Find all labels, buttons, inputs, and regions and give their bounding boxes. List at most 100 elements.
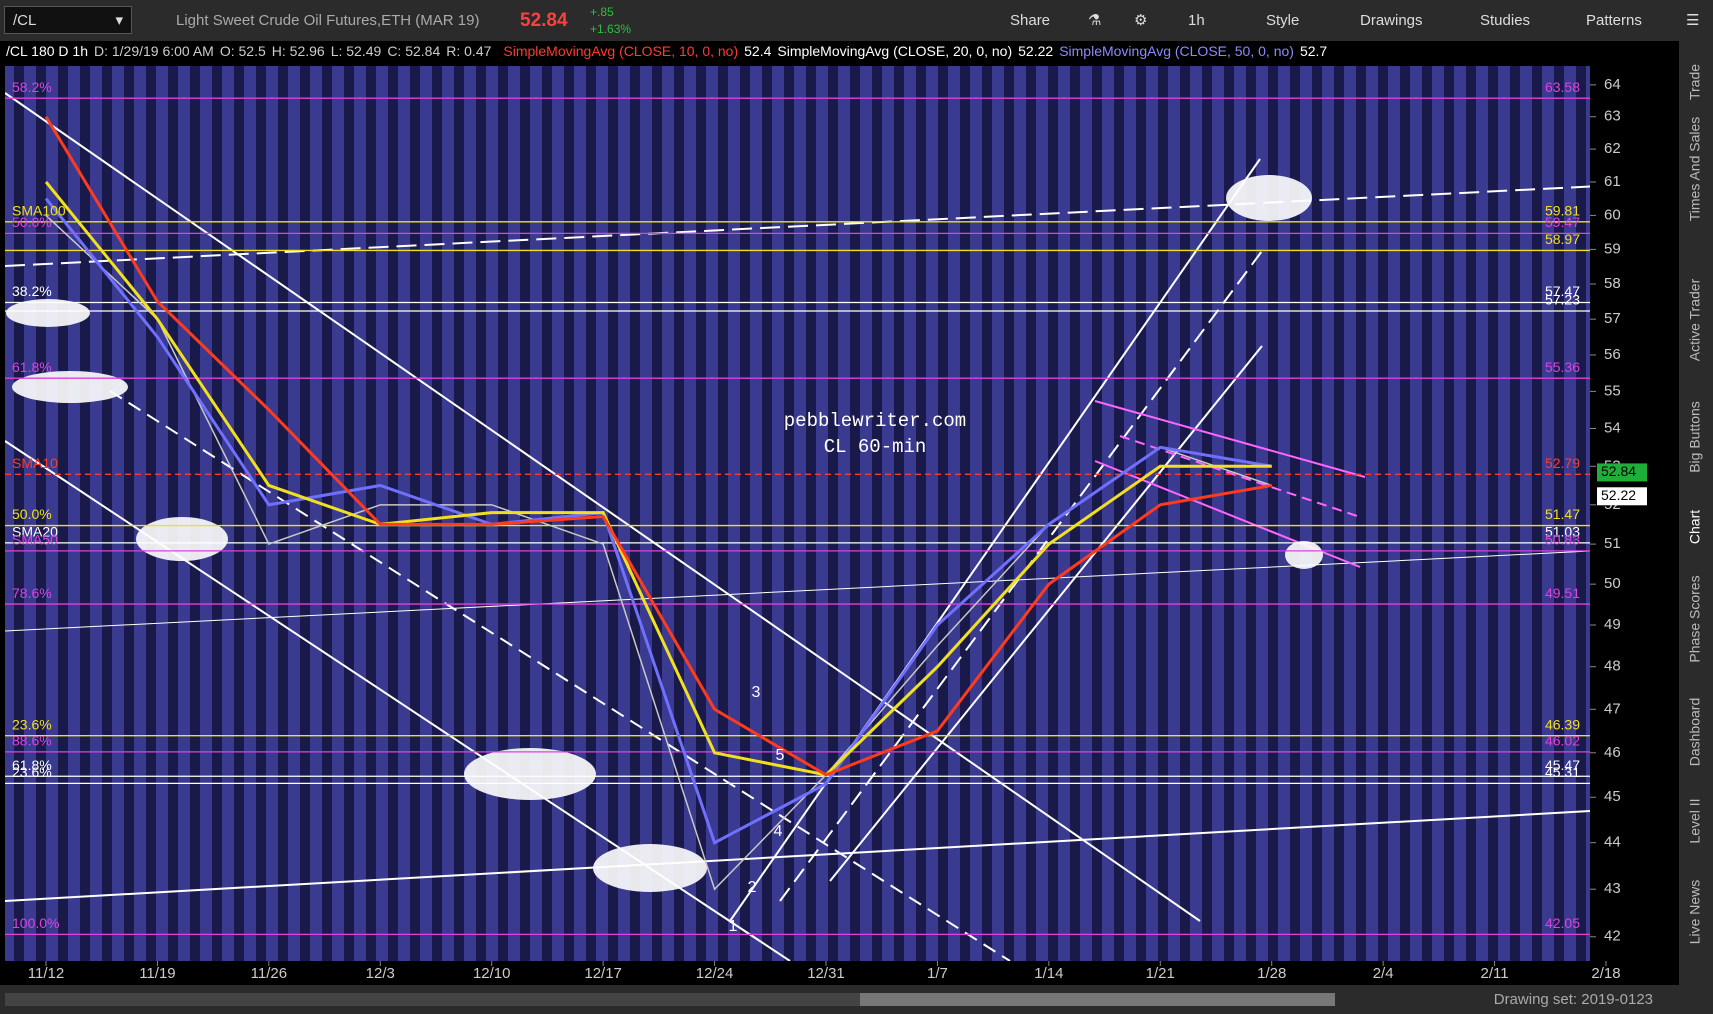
chart: 63.58 58.2% 59.81 SMA100 59.47 50.0% 58.97 57.4… (0, 61, 1713, 1014)
footer: Drawing set: 2019-0123 (0, 985, 1713, 1014)
change-pct: +1.63% (590, 22, 632, 36)
studies-button[interactable]: Studies (1480, 12, 1531, 29)
x-tick-label: 12/17 (584, 965, 622, 982)
y-tick-label: 44 (1604, 834, 1621, 851)
side-tab[interactable]: Chart (1687, 510, 1703, 544)
price-tag (1597, 463, 1647, 482)
x-tick-label: 2/4 (1373, 965, 1394, 982)
x-tick-label: 12/31 (807, 965, 845, 982)
level-value-label: 46.02 (1545, 733, 1580, 749)
side-tab[interactable]: Big Buttons (1687, 401, 1703, 473)
plot-background (5, 66, 1590, 961)
y-tick-label: 64 (1604, 76, 1621, 93)
header-open: O: 52.5 (219, 43, 266, 59)
side-tab[interactable]: Phase Scores (1687, 575, 1703, 662)
level-label: SMA10 (12, 455, 58, 471)
level-value-label: 63.58 (1545, 79, 1580, 95)
y-tick-label: 50 (1604, 575, 1621, 592)
x-tick-label: 11/26 (251, 965, 287, 982)
y-tick-label: 57 (1604, 310, 1621, 327)
study-value: 52.22 (1018, 43, 1054, 59)
level-value-label: 51.03 (1545, 524, 1580, 540)
level-label: SMA20 (12, 524, 58, 540)
description: Light Sweet Crude Oil Futures,ETH (MAR 1… (176, 12, 480, 29)
level-label: 61.8% (12, 757, 52, 773)
x-tick-label: 12/3 (366, 965, 395, 982)
x-tick-label: 11/19 (139, 965, 175, 982)
y-tick-label: 58 (1604, 275, 1621, 292)
symbol-box[interactable]: /CL ▾ (4, 6, 132, 34)
level-label: 50.0% (12, 214, 52, 230)
level-value-label: 42.05 (1545, 915, 1580, 931)
side-tab[interactable]: Times And Sales (1687, 117, 1703, 222)
highlight-ellipses (6, 175, 1323, 892)
wave-label: 5 (776, 747, 785, 764)
settings-icon[interactable]: ⚙ (1134, 12, 1148, 29)
level-label: 61.8% (12, 359, 52, 375)
menu-icon[interactable]: ☰ (1686, 12, 1700, 29)
y-tick-label: 43 (1604, 880, 1621, 897)
y-tick-label: 42 (1604, 928, 1621, 945)
plot (5, 97, 1590, 936)
price-tag-label: 52.22 (1601, 487, 1636, 503)
timeframe-button[interactable]: 1h (1188, 12, 1205, 29)
scroll-thumb[interactable] (860, 993, 1335, 1006)
side-tabs-background (1679, 41, 1713, 991)
header-low: L: 52.49 (330, 43, 382, 59)
study-name: SimpleMovingAvg (CLOSE, 10, 0, no) (503, 43, 739, 59)
level-value-label: 50.83 (1545, 532, 1580, 548)
level-value-label: 49.51 (1545, 585, 1580, 601)
level-value-label: 51.47 (1545, 506, 1580, 522)
scrollbar[interactable] (5, 993, 1335, 1006)
wave-label: 4 (774, 823, 783, 840)
sma-line (44, 197, 1272, 845)
level-label: 78.6% (12, 585, 52, 601)
level-label: 50.0% (12, 506, 52, 522)
side-tabs: Trade Times And Sales Active Trader Big But… (1679, 41, 1713, 991)
y-tick-label: 54 (1604, 419, 1621, 436)
wave-label: 3 (752, 684, 761, 701)
y-tick-label: 49 (1604, 616, 1621, 633)
drawings-button[interactable]: Drawings (1360, 12, 1423, 29)
x-tick-label: 12/24 (696, 965, 734, 982)
patterns-button[interactable]: Patterns (1586, 12, 1642, 29)
level-value-label: 59.81 (1545, 203, 1580, 219)
share-button[interactable]: Share (1010, 12, 1051, 29)
x-tick-label: 12/10 (473, 965, 511, 982)
y-tick-label: 46 (1604, 744, 1621, 761)
level-value-label: 59.47 (1545, 214, 1580, 230)
symbol: /CL (13, 12, 37, 29)
header-high: H: 52.96 (271, 43, 325, 59)
side-tab[interactable]: Dashboard (1687, 698, 1703, 767)
level-value-label: 55.36 (1545, 359, 1580, 375)
side-tab[interactable]: Live News (1687, 880, 1703, 945)
sma-line (44, 115, 1272, 777)
side-tab[interactable]: Active Trader (1687, 278, 1703, 361)
header-date: D: 1/29/19 6:00 AM (93, 43, 214, 59)
study-name: SimpleMovingAvg (CLOSE, 20, 0, no) (777, 43, 1013, 59)
y-tick-label: 48 (1604, 658, 1621, 675)
header-range: R: 0.47 (446, 43, 492, 59)
y-tick-label: 63 (1604, 108, 1621, 125)
lab-icon[interactable]: ⚗ (1088, 12, 1102, 29)
studies-legend: SimpleMovingAvg (CLOSE, 10, 0, no) 52.4 Si… (497, 43, 1327, 59)
last-price: 52.84 (520, 10, 568, 31)
price-tag (1597, 487, 1647, 506)
x-tick-label: 2/18 (1591, 965, 1620, 982)
y-tick-label: 55 (1604, 382, 1621, 399)
chart-header: /CL 180 D 1h D: 1/29/19 6:00 AM O: 52.5 H: … (0, 41, 1680, 61)
y-tick-label: 61 (1604, 173, 1621, 190)
level-label: SMA50 (12, 532, 58, 548)
y-tick-label: 62 (1604, 140, 1621, 157)
level-label: 23.6% (12, 764, 52, 780)
annotation: pebblewriter.com (784, 410, 966, 432)
y-tick-label: 56 (1604, 346, 1621, 363)
side-tab[interactable]: Level II (1687, 798, 1703, 843)
x-axis-background (0, 961, 1679, 985)
side-tab[interactable]: Trade (1687, 64, 1703, 100)
style-button[interactable]: Style (1266, 12, 1300, 29)
y-tick-label: 45 (1604, 788, 1621, 805)
level-value-label: 45.31 (1545, 764, 1580, 780)
level-value-label: 57.23 (1545, 292, 1580, 308)
